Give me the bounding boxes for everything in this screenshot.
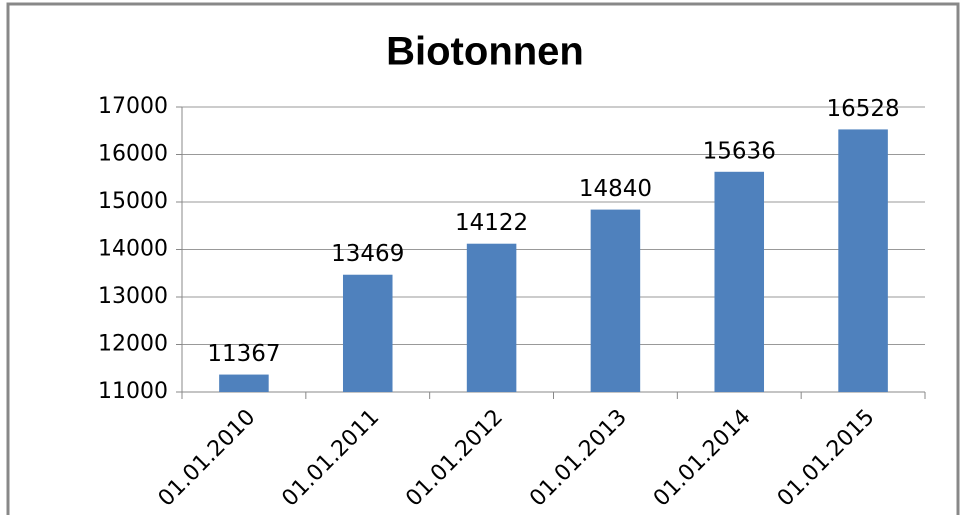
bar <box>342 274 393 392</box>
bar <box>838 129 888 393</box>
y-tick-label: 13000 <box>98 284 168 309</box>
data-label: 14840 <box>579 176 652 202</box>
y-tick-label: 17000 <box>98 94 168 119</box>
bar <box>590 209 641 392</box>
y-tick-label: 14000 <box>98 237 168 262</box>
y-tick-label: 11000 <box>98 379 168 404</box>
y-tick-label: 16000 <box>98 142 168 167</box>
bar <box>219 374 269 392</box>
data-label: 16528 <box>826 96 899 122</box>
bar <box>714 171 765 392</box>
data-label: 11367 <box>207 341 280 367</box>
data-label: 14122 <box>455 210 528 236</box>
data-label: 15636 <box>703 138 776 164</box>
y-tick-label: 15000 <box>98 189 168 214</box>
y-tick-label: 12000 <box>98 332 168 357</box>
data-label: 13469 <box>331 241 404 267</box>
bar <box>466 243 517 392</box>
chart-title: Biotonnen <box>386 30 584 74</box>
